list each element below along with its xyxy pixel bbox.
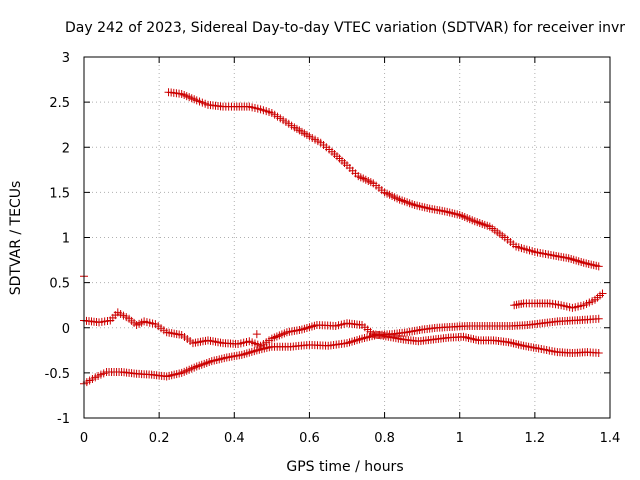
y-tick-label: 2.5 xyxy=(49,96,70,111)
y-tick-label: 3 xyxy=(62,51,70,66)
data-point xyxy=(594,349,603,358)
x-tick-label: 0.8 xyxy=(374,431,395,446)
axis-ticks: 0 0.2 0.4 0.6 0.8 1 1.2 1.4 -1 -0.5 0 0.5 1 1.5 2 2.5 3 xyxy=(45,51,621,446)
plot-frame xyxy=(83,56,611,419)
x-tick-label: 0.4 xyxy=(224,431,245,446)
y-tick-label: 0.5 xyxy=(49,277,70,292)
data-point xyxy=(594,262,603,271)
y-tick-label: 1.5 xyxy=(49,186,70,201)
series-satellite-c xyxy=(80,314,603,388)
x-tick-label: 1.2 xyxy=(525,431,546,446)
y-tick-label: -1 xyxy=(57,412,70,427)
y-tick-label: 1 xyxy=(62,232,70,247)
x-tick-label: 0.2 xyxy=(149,431,170,446)
y-tick-label: -0.5 xyxy=(45,367,70,382)
series-satellite-f xyxy=(252,330,261,339)
x-tick-label: 0 xyxy=(80,431,88,446)
y-tick-label: 2 xyxy=(62,141,70,156)
series-satellite-a xyxy=(164,88,603,271)
x-tick-label: 1 xyxy=(456,431,464,446)
data-series xyxy=(80,88,607,388)
x-axis-label: GPS time / hours xyxy=(286,459,403,475)
data-point xyxy=(594,314,603,323)
x-tick-label: 0.6 xyxy=(299,431,320,446)
data-point xyxy=(598,289,607,298)
y-tick-label: 0 xyxy=(62,322,70,337)
series-satellite-b xyxy=(80,308,603,358)
y-axis-label: SDTVAR / TECUs xyxy=(8,181,24,296)
data-point xyxy=(252,330,261,339)
x-tick-label: 1.4 xyxy=(600,431,621,446)
series-satellite-d xyxy=(510,289,607,312)
chart-title: Day 242 of 2023, Sidereal Day-to-day VTE… xyxy=(65,20,625,36)
grid xyxy=(83,56,611,419)
